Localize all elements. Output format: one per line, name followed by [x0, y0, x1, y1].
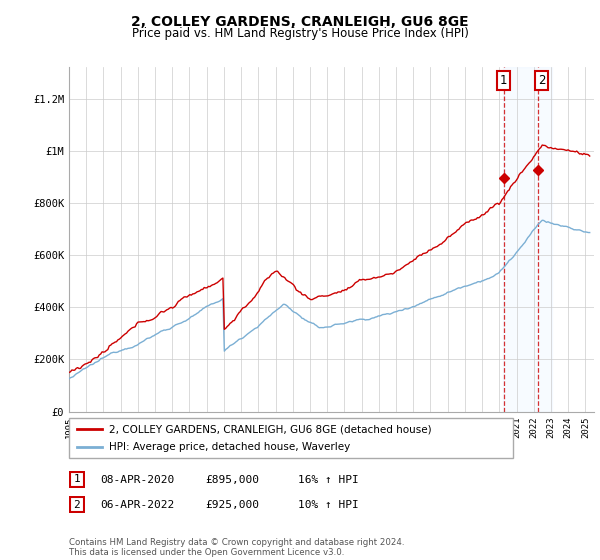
Text: 2, COLLEY GARDENS, CRANLEIGH, GU6 8GE: 2, COLLEY GARDENS, CRANLEIGH, GU6 8GE: [131, 15, 469, 29]
Text: 10% ↑ HPI: 10% ↑ HPI: [298, 500, 359, 510]
Text: 08-APR-2020: 08-APR-2020: [100, 475, 175, 485]
Text: 2: 2: [538, 74, 545, 87]
Text: Price paid vs. HM Land Registry's House Price Index (HPI): Price paid vs. HM Land Registry's House …: [131, 27, 469, 40]
Text: 2: 2: [73, 500, 80, 510]
Text: 06-APR-2022: 06-APR-2022: [100, 500, 175, 510]
Text: £925,000: £925,000: [205, 500, 259, 510]
Bar: [503, 67, 552, 412]
Text: Contains HM Land Registry data © Crown copyright and database right 2024.
This d: Contains HM Land Registry data © Crown c…: [69, 538, 404, 557]
Text: 2, COLLEY GARDENS, CRANLEIGH, GU6 8GE (detached house): 2, COLLEY GARDENS, CRANLEIGH, GU6 8GE (d…: [109, 424, 431, 435]
Text: £895,000: £895,000: [205, 475, 259, 485]
Text: 16% ↑ HPI: 16% ↑ HPI: [298, 475, 359, 485]
Text: HPI: Average price, detached house, Waverley: HPI: Average price, detached house, Wave…: [109, 441, 350, 451]
Text: 1: 1: [500, 74, 508, 87]
Text: 1: 1: [73, 474, 80, 484]
